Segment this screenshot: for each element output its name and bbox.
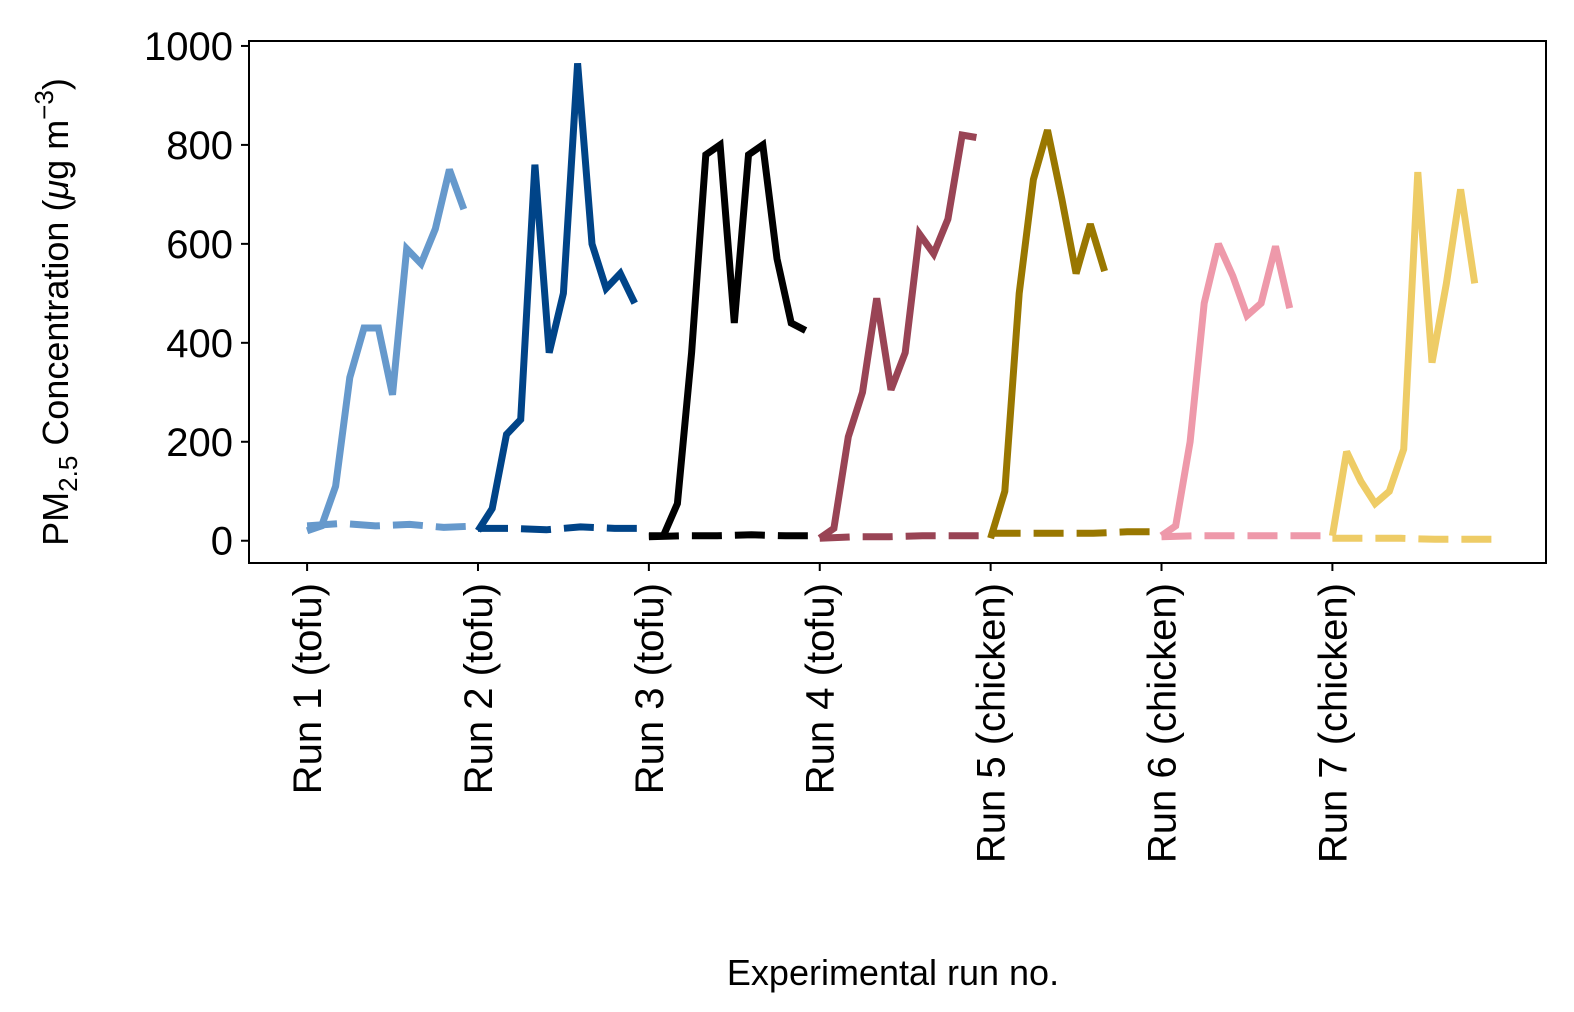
x-tick-label-run-3: Run 3 (tofu)	[628, 583, 672, 794]
series-run-3-baseline-dashed	[648, 531, 820, 541]
series-run-2	[475, 63, 649, 534]
x-tick-label-run-4: Run 4 (tofu)	[799, 583, 843, 794]
y-axis-label-superscript: −3	[29, 90, 59, 120]
series-run-1	[305, 168, 479, 535]
series-run-6	[1159, 242, 1333, 541]
y-axis-label-subscript: 2.5	[53, 456, 83, 492]
series-run-1-solid-line	[305, 168, 468, 535]
series-run-5-solid-line	[987, 129, 1108, 540]
series-run-4-baseline-dashed	[819, 532, 991, 542]
series-run-7-baseline-dashed	[1332, 534, 1504, 543]
y-axis-label: PM2.5 Concentration (μg m−3)	[29, 78, 83, 546]
x-axis-label: Experimental run no.	[727, 952, 1059, 993]
y-axis-ticks: 0 200 400 600 800 1000	[144, 25, 249, 564]
x-tick-label-run-5: Run 5 (chicken)	[970, 583, 1014, 863]
series-run-3	[648, 138, 820, 541]
x-tick-label-run-6: Run 6 (chicken)	[1141, 583, 1185, 863]
x-axis-ticks: Run 1 (tofu) Run 2 (tofu) Run 3 (tofu) Run …	[286, 563, 1355, 863]
y-tick-label: 400	[166, 322, 233, 366]
y-axis-label-prefix: PM	[35, 492, 76, 546]
y-tick-label: 800	[166, 124, 233, 168]
plot-frame	[248, 40, 1547, 564]
y-tick-label: 0	[211, 520, 233, 564]
series-run-4-solid-line	[817, 130, 978, 542]
x-tick-label-run-2: Run 2 (tofu)	[457, 583, 501, 794]
series-layer	[305, 63, 1504, 543]
series-run-1-baseline-dashed	[306, 519, 479, 531]
series-run-4	[817, 130, 991, 542]
series-run-7-solid-line	[1328, 171, 1479, 537]
y-axis-label-suffix: )	[35, 78, 76, 90]
y-tick-label: 200	[166, 421, 233, 465]
series-run-5-baseline-dashed	[990, 528, 1162, 537]
series-run-2-solid-line	[475, 63, 638, 533]
y-tick-label: 1000	[144, 25, 233, 69]
series-run-3-solid-line	[648, 138, 808, 540]
x-tick-label-run-1: Run 1 (tofu)	[286, 583, 330, 794]
series-run-6-solid-line	[1159, 242, 1294, 539]
y-axis-label-unit: g m	[35, 120, 76, 180]
y-axis-label-middle: Concentration (	[35, 200, 76, 456]
y-axis-label-mu: μ	[35, 180, 76, 201]
y-tick-label: 600	[166, 223, 233, 267]
series-run-6-baseline-dashed	[1161, 532, 1333, 541]
series-run-5	[987, 129, 1162, 540]
series-run-7	[1328, 171, 1504, 543]
x-tick-label-run-7: Run 7 (chicken)	[1311, 583, 1355, 863]
series-run-2-baseline-dashed	[478, 523, 649, 534]
